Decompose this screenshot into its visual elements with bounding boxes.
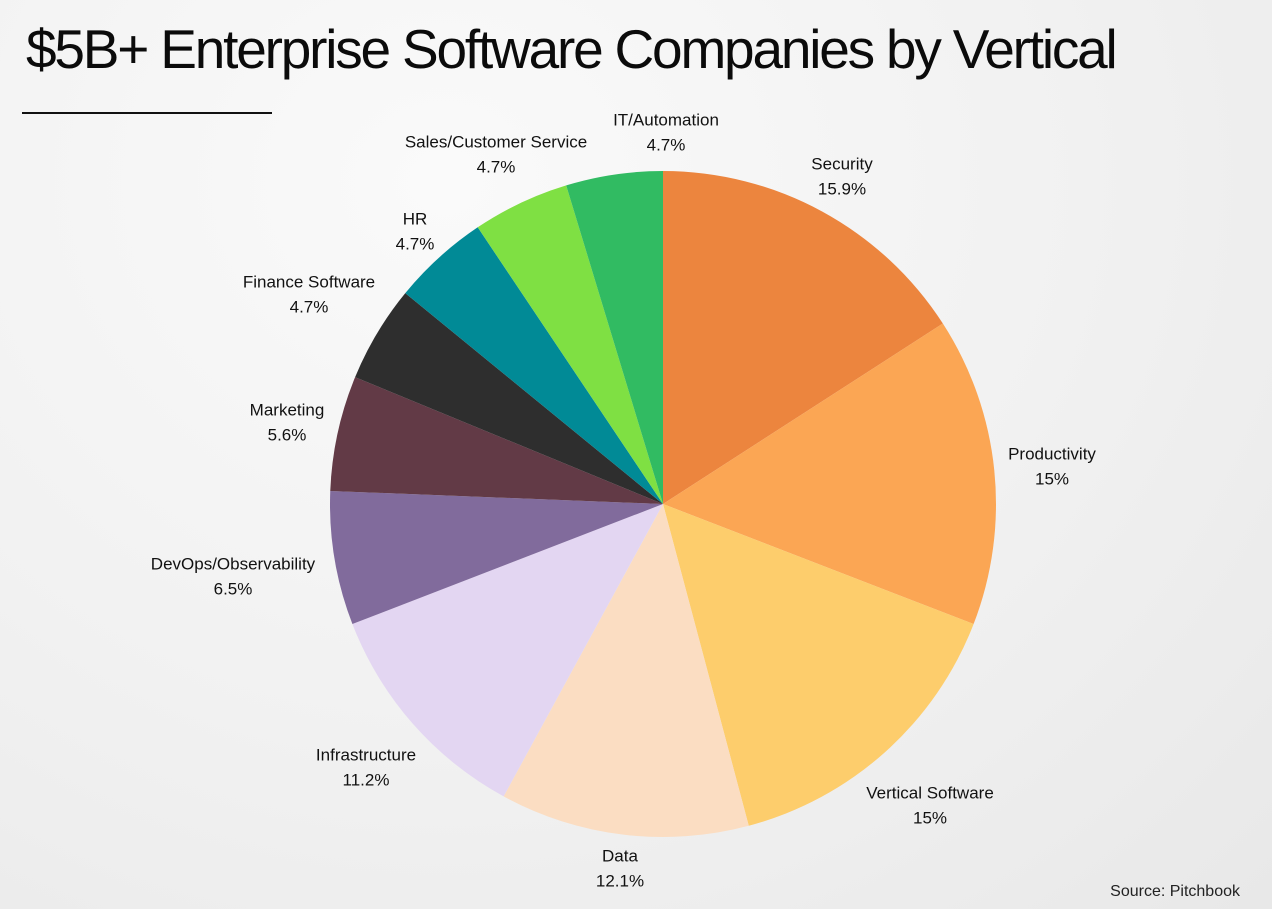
slice-value-data: 12.1% <box>596 872 644 891</box>
pie-slice-security <box>663 171 943 504</box>
slice-value-sales-customer-service: 4.7% <box>477 158 516 177</box>
pie-slice-productivity <box>663 323 996 625</box>
pie-slice-finance-software <box>355 293 663 504</box>
slice-label-productivity: Productivity <box>1008 445 1096 464</box>
chart-title: $5B+ Enterprise Software Companies by Ve… <box>26 18 1118 80</box>
slice-label-data: Data <box>602 847 638 866</box>
title-underline <box>22 112 272 114</box>
pie-slice-data <box>503 504 749 838</box>
slice-label-it-automation: IT/Automation <box>613 111 719 130</box>
source-note: Source: Pitchbook <box>1110 883 1240 900</box>
pie-slice-devops-observability <box>330 490 663 625</box>
slice-value-finance-software: 4.7% <box>290 298 329 317</box>
pie-slice-infrastructure <box>352 504 663 797</box>
slice-value-hr: 4.7% <box>396 235 435 254</box>
slice-label-finance-software: Finance Software <box>243 273 375 292</box>
slice-value-it-automation: 4.7% <box>647 136 686 155</box>
slice-value-vertical-software: 15% <box>913 809 947 828</box>
slice-label-devops-observability: DevOps/Observability <box>151 555 316 574</box>
slice-label-vertical-software: Vertical Software <box>866 784 994 803</box>
pie-slice-it-automation <box>566 171 663 504</box>
pie-slice-sales-customer-service <box>477 185 663 504</box>
slice-label-sales-customer-service: Sales/Customer Service <box>405 133 587 152</box>
slice-value-infrastructure: 11.2% <box>343 771 390 790</box>
slice-value-devops-observability: 6.5% <box>214 580 253 599</box>
pie-slice-marketing <box>330 377 663 504</box>
slice-label-infrastructure: Infrastructure <box>316 746 416 765</box>
slice-label-security: Security <box>811 155 873 174</box>
slice-label-hr: HR <box>403 210 428 229</box>
pie-slices <box>330 171 996 838</box>
pie-slice-hr <box>405 227 663 505</box>
slice-label-marketing: Marketing <box>250 401 325 420</box>
slice-value-productivity: 15% <box>1035 470 1069 489</box>
pie-slice-vertical-software <box>663 504 974 826</box>
slice-value-security: 15.9% <box>818 180 866 199</box>
slice-value-marketing: 5.6% <box>268 426 307 445</box>
slice-labels: Security 15.9% Productivity 15% Vertical Sof… <box>151 111 1097 891</box>
